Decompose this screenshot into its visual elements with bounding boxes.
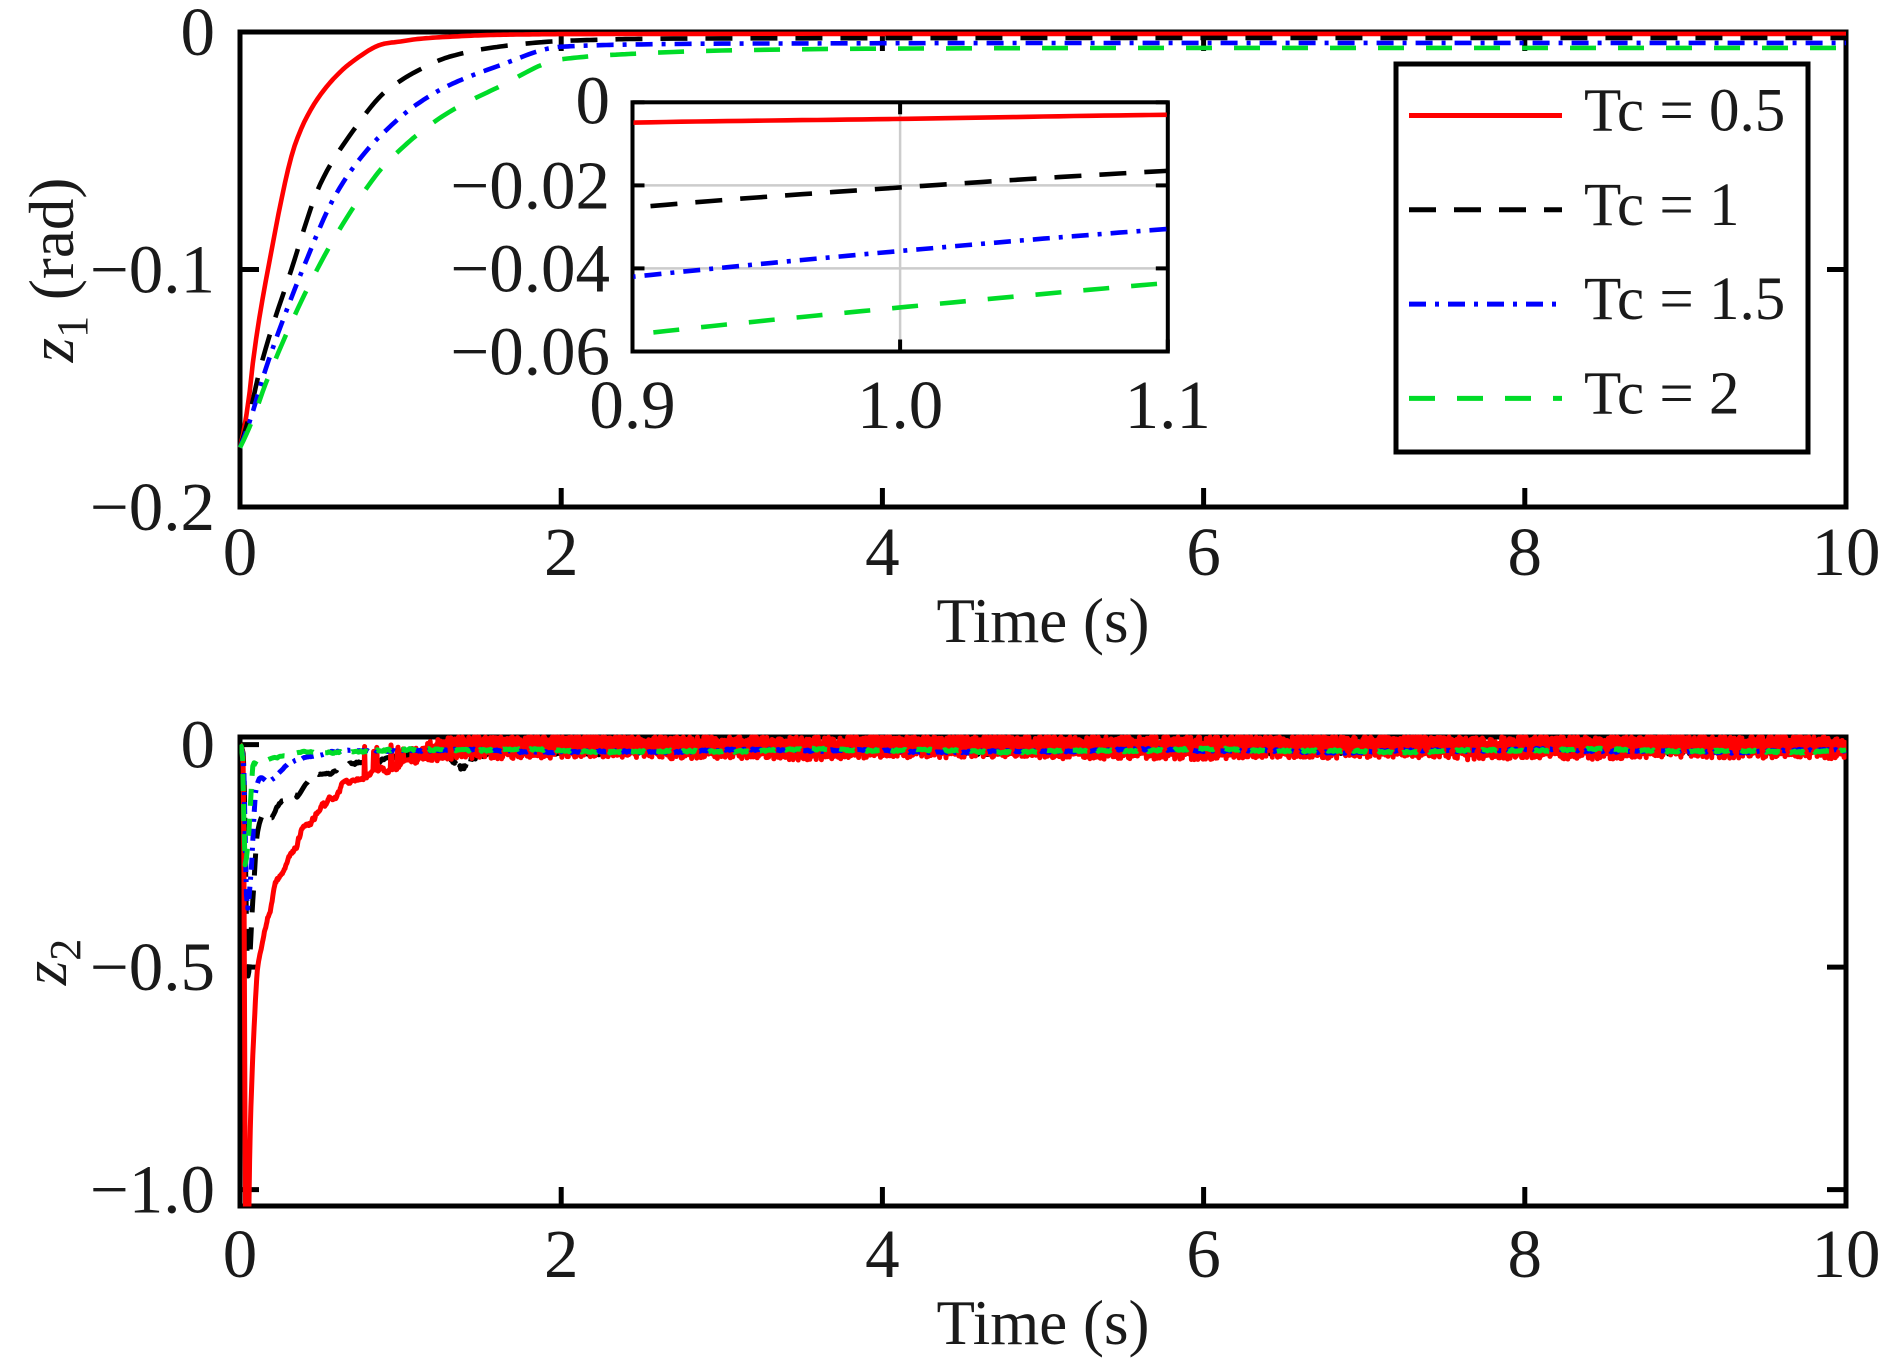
svg-text:0: 0 xyxy=(223,1216,258,1292)
svg-text:4: 4 xyxy=(865,514,900,590)
svg-text:0.9: 0.9 xyxy=(589,367,675,443)
svg-text:8: 8 xyxy=(1508,514,1543,590)
svg-text:6: 6 xyxy=(1186,514,1221,590)
svg-text:0: 0 xyxy=(181,707,216,783)
svg-text:−0.1: −0.1 xyxy=(90,232,215,308)
svg-text:0: 0 xyxy=(181,0,216,70)
svg-text:−0.06: −0.06 xyxy=(450,314,610,390)
svg-text:1.1: 1.1 xyxy=(1125,367,1211,443)
svg-text:0: 0 xyxy=(223,514,258,590)
svg-text:−1.0: −1.0 xyxy=(90,1152,215,1228)
svg-text:z1 (rad): z1 (rad) xyxy=(17,178,97,364)
svg-text:2: 2 xyxy=(544,1216,579,1292)
svg-text:0: 0 xyxy=(576,62,611,138)
svg-text:Tc = 2: Tc = 2 xyxy=(1584,360,1739,427)
svg-text:2: 2 xyxy=(544,514,579,590)
svg-text:1.0: 1.0 xyxy=(857,367,943,443)
svg-text:−0.2: −0.2 xyxy=(90,469,215,545)
svg-text:10: 10 xyxy=(1812,1216,1881,1292)
svg-text:4: 4 xyxy=(865,1216,900,1292)
svg-text:−0.04: −0.04 xyxy=(450,230,610,306)
svg-text:Tc = 1: Tc = 1 xyxy=(1584,172,1739,239)
svg-text:Tc = 0.5: Tc = 0.5 xyxy=(1584,78,1785,145)
svg-text:10: 10 xyxy=(1812,514,1881,590)
svg-text:Time (s): Time (s) xyxy=(937,1288,1150,1358)
svg-text:6: 6 xyxy=(1186,1216,1221,1292)
svg-text:−0.5: −0.5 xyxy=(90,929,215,1005)
svg-text:Time (s): Time (s) xyxy=(937,586,1150,656)
svg-text:Tc = 1.5: Tc = 1.5 xyxy=(1584,266,1785,333)
svg-text:8: 8 xyxy=(1508,1216,1543,1292)
svg-text:z2: z2 xyxy=(10,939,90,987)
svg-text:−0.02: −0.02 xyxy=(450,147,610,223)
